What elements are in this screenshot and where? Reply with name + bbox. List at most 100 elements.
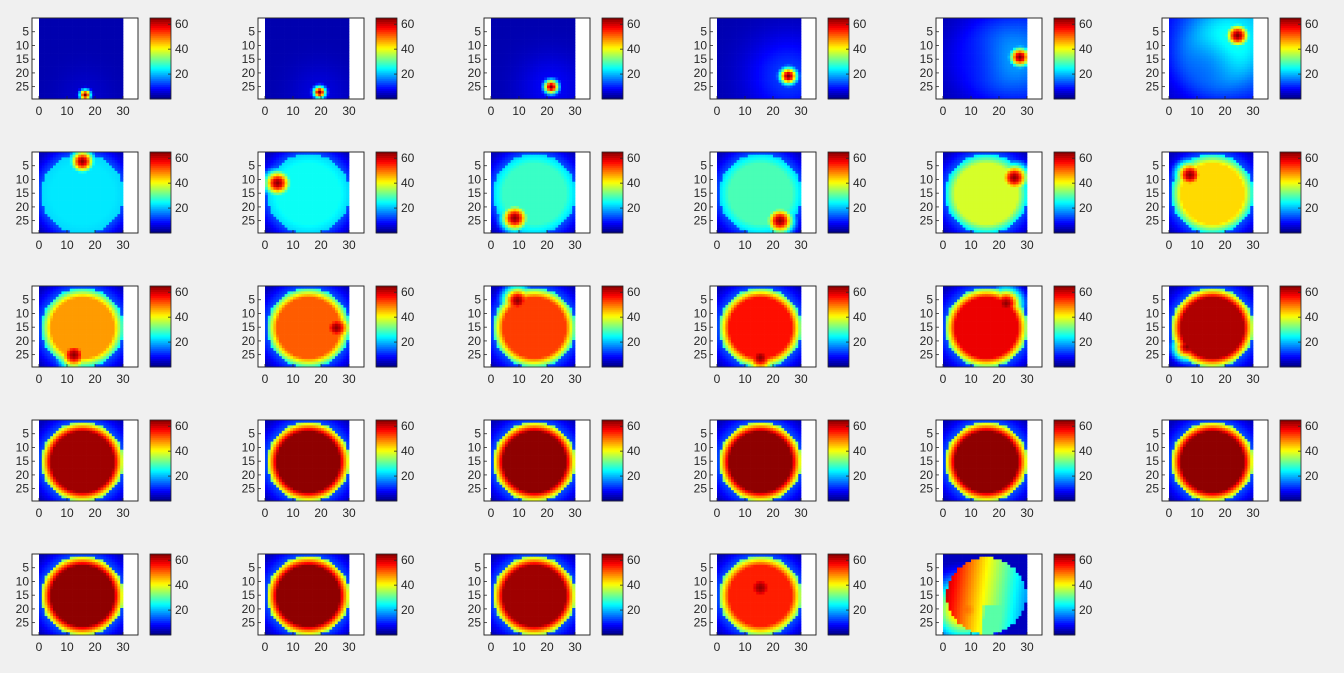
heatmap-cell [775,53,779,57]
heatmap-cell [561,85,565,89]
heatmap-cell [111,69,115,73]
heatmap-cell [971,80,975,84]
heatmap-cell [519,23,523,27]
heatmap-cell [270,20,274,24]
heatmap-cell [97,66,101,70]
heatmap-cell [50,72,54,76]
heatmap-cell [753,39,757,43]
heatmap-cell [982,45,986,49]
heatmap-cell [943,45,947,49]
heatmap-cell [335,42,339,46]
heatmap-cell [309,53,313,57]
heatmap-cell [312,90,316,94]
heatmap-cell [499,66,503,70]
heatmap-image [943,18,1028,100]
heatmap-cell [97,82,101,86]
heatmap-cell [759,80,763,84]
heatmap-cell [326,34,330,38]
heatmap-cell [67,26,71,30]
heatmap-cell [516,20,520,24]
heatmap-cell [731,82,735,86]
heatmap-cell [69,31,73,35]
heatmap-cell [742,58,746,62]
heatmap-cell [778,47,782,51]
heatmap-cell [41,26,45,30]
heatmap-cell [499,34,503,38]
heatmap-cell [558,39,562,43]
heatmap-image [491,18,576,100]
heatmap-cell [510,31,514,35]
heatmap-cell [985,93,989,97]
heatmap-cell [307,50,311,54]
colorbar-segment [150,78,171,82]
heatmap-cell [549,39,553,43]
heatmap-cell [50,45,54,49]
heatmap-cell [92,77,96,81]
heatmap-cell [309,93,313,97]
heatmap-cell [1004,63,1008,67]
heatmap-cell [745,18,749,22]
heatmap-cell [792,88,796,92]
heatmap-cell [97,88,101,92]
heatmap-cell [510,18,514,22]
heatmap-cell [114,47,118,51]
heatmap-cell [954,47,958,51]
heatmap-cell [97,80,101,84]
heatmap-cell [117,77,121,81]
heatmap-cell [725,88,729,92]
heatmap-cell [69,77,73,81]
heatmap-cell [1021,34,1025,38]
heatmap-cell [533,53,537,57]
heatmap-cell [89,31,93,35]
heatmap-cell [276,45,280,49]
heatmap-cell [287,85,291,89]
heatmap-cell [761,20,765,24]
heatmap-cell [538,93,542,97]
heatmap-cell [505,72,509,76]
heatmap-cell [335,39,339,43]
heatmap-cell [538,69,542,73]
heatmap-cell [533,85,537,89]
heatmap-cell [521,63,525,67]
heatmap-cell [318,45,322,49]
heatmap-cell [561,34,565,38]
heatmap-cell [1244,26,1248,30]
heatmap-cell [72,58,76,62]
heatmap-cell [951,58,955,62]
heatmap-cell [53,53,57,57]
heatmap-cell [92,80,96,84]
heatmap-cell [569,69,573,73]
heatmap-cell [990,58,994,62]
heatmap-cell [524,28,528,32]
heatmap-cell [1015,28,1019,32]
heatmap-cell [309,31,313,35]
heatmap-cell [1236,18,1240,22]
heatmap-cell [332,93,336,97]
heatmap-cell [736,42,740,46]
colorbar-segment [828,56,849,59]
heatmap-cell [787,42,791,46]
heatmap-cell [999,53,1003,57]
heatmap-cell [561,39,565,43]
heatmap-cell [544,28,548,32]
heatmap-cell [756,28,760,32]
heatmap-cell [770,18,774,22]
heatmap-cell [549,36,553,40]
heatmap-cell [965,90,969,94]
heatmap-cell [563,72,567,76]
colorbar-segment [1054,90,1075,94]
heatmap-cell [75,85,79,89]
heatmap-cell [273,74,277,78]
heatmap-cell [307,93,311,97]
heatmap-cell [335,31,339,35]
heatmap-cell [943,34,947,38]
colorbar-segment [376,80,397,84]
heatmap-cell [781,28,785,32]
heatmap-cell [725,69,729,73]
heatmap-cell [764,23,768,27]
heatmap-cell [999,63,1003,67]
heatmap-cell [1205,26,1209,30]
heatmap-cell [510,63,514,67]
heatmap-cell [307,34,311,38]
